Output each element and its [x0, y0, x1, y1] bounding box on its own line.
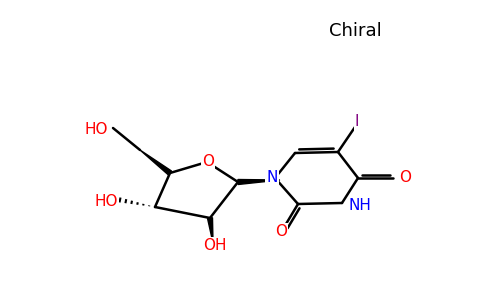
Text: O: O	[399, 169, 411, 184]
Text: N: N	[266, 169, 278, 184]
Text: O: O	[202, 154, 214, 169]
Text: OH: OH	[203, 238, 227, 253]
Polygon shape	[208, 218, 213, 243]
Text: HO: HO	[85, 122, 108, 136]
Text: HO: HO	[94, 194, 118, 208]
Text: I: I	[355, 115, 359, 130]
Text: Chiral: Chiral	[330, 22, 382, 40]
Polygon shape	[140, 150, 171, 175]
Text: NH: NH	[349, 197, 372, 212]
Polygon shape	[238, 179, 280, 184]
Text: O: O	[275, 224, 287, 239]
